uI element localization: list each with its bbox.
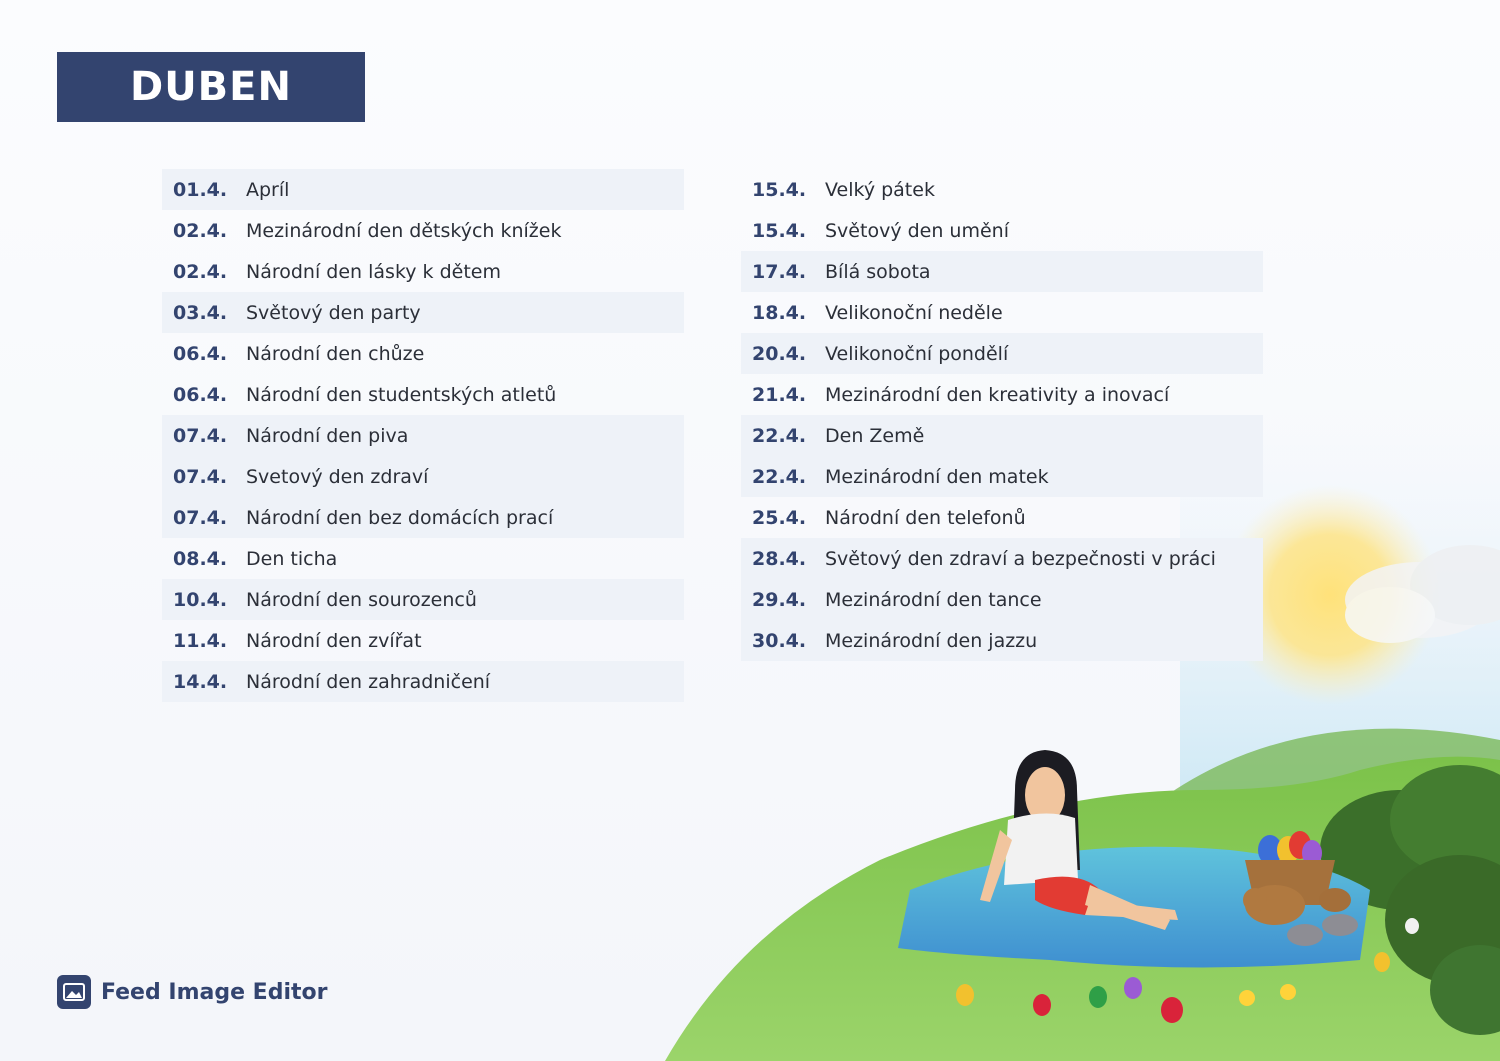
egg-basket bbox=[1245, 831, 1335, 905]
item-date: 22.4. bbox=[752, 424, 807, 447]
item-date: 30.4. bbox=[752, 629, 807, 652]
list-item: 03.4. Světový den party bbox=[162, 292, 684, 333]
blanket bbox=[898, 846, 1370, 968]
item-name: Národní den studentských atletů bbox=[246, 383, 557, 406]
list-item: 29.4. Mezinárodní den tance bbox=[741, 579, 1263, 620]
list-item: 28.4. Světový den zdraví a bezpečnosti v … bbox=[741, 538, 1263, 579]
grass-eggs bbox=[956, 918, 1419, 1023]
list-item: 06.4. Národní den chůze bbox=[162, 333, 684, 374]
list-item: 22.4. Mezinárodní den matek bbox=[741, 456, 1263, 497]
item-name: Mezinárodní den matek bbox=[825, 465, 1049, 488]
item-name: Svetový den zdraví bbox=[246, 465, 429, 488]
item-name: Národní den telefonů bbox=[825, 506, 1026, 529]
item-name: Světový den zdraví a bezpečnosti v práci bbox=[825, 547, 1216, 570]
item-name: Národní den sourozenců bbox=[246, 588, 477, 611]
cloud bbox=[1345, 545, 1500, 643]
list-item: 07.4. Národní den bez domácích prací bbox=[162, 497, 684, 538]
item-date: 17.4. bbox=[752, 260, 807, 283]
item-date: 22.4. bbox=[752, 465, 807, 488]
brand-name: Feed Image Editor bbox=[101, 979, 328, 1005]
item-name: Mezinárodní den dětských knížek bbox=[246, 219, 562, 242]
list-item: 21.4. Mezinárodní den kreativity a inovac… bbox=[741, 374, 1263, 415]
list-item: 02.4. Národní den lásky k dětem bbox=[162, 251, 684, 292]
item-name: Velikonoční neděle bbox=[825, 301, 1003, 324]
item-name: Světový den party bbox=[246, 301, 421, 324]
list-item: 25.4. Národní den telefonů bbox=[741, 497, 1263, 538]
item-name: Národní den lásky k dětem bbox=[246, 260, 501, 283]
list-item: 02.4. Mezinárodní den dětských knížek bbox=[162, 210, 684, 251]
list-item: 15.4. Velký pátek bbox=[741, 169, 1263, 210]
item-date: 07.4. bbox=[173, 465, 228, 488]
item-date: 25.4. bbox=[752, 506, 807, 529]
item-date: 14.4. bbox=[173, 670, 228, 693]
item-name: Národní den zvířat bbox=[246, 629, 422, 652]
right-column-list: 15.4. Velký pátek 15.4. Světový den umění 17… bbox=[741, 169, 1263, 661]
item-date: 06.4. bbox=[173, 383, 228, 406]
list-item: 11.4. Národní den zvířat bbox=[162, 620, 684, 661]
item-date: 15.4. bbox=[752, 219, 807, 242]
brand-logo[interactable]: Feed Image Editor bbox=[57, 975, 327, 1009]
item-name: Den Země bbox=[825, 424, 925, 447]
bunnies bbox=[1243, 885, 1358, 946]
item-date: 02.4. bbox=[173, 219, 228, 242]
list-item: 15.4. Světový den umění bbox=[741, 210, 1263, 251]
list-item: 10.4. Národní den sourozenců bbox=[162, 579, 684, 620]
item-name: Den ticha bbox=[246, 547, 338, 570]
item-name: Mezinárodní den kreativity a inovací bbox=[825, 383, 1170, 406]
item-name: Světový den umění bbox=[825, 219, 1009, 242]
list-item: 07.4. Svetový den zdraví bbox=[162, 456, 684, 497]
item-date: 20.4. bbox=[752, 342, 807, 365]
item-date: 10.4. bbox=[173, 588, 228, 611]
item-date: 07.4. bbox=[173, 506, 228, 529]
item-name: Národní den chůze bbox=[246, 342, 425, 365]
item-name: Velký pátek bbox=[825, 178, 935, 201]
list-item: 30.4. Mezinárodní den jazzu bbox=[741, 620, 1263, 661]
page-title: DUBEN bbox=[57, 52, 365, 122]
list-item: 22.4. Den Země bbox=[741, 415, 1263, 456]
item-name: Apríl bbox=[246, 178, 290, 201]
item-date: 07.4. bbox=[173, 424, 228, 447]
list-item: 06.4. Národní den studentských atletů bbox=[162, 374, 684, 415]
image-icon bbox=[57, 975, 91, 1009]
bushes bbox=[1320, 765, 1500, 1035]
item-name: Národní den bez domácích prací bbox=[246, 506, 554, 529]
item-date: 15.4. bbox=[752, 178, 807, 201]
item-name: Národní den piva bbox=[246, 424, 409, 447]
list-item: 08.4. Den ticha bbox=[162, 538, 684, 579]
item-date: 01.4. bbox=[173, 178, 228, 201]
item-date: 18.4. bbox=[752, 301, 807, 324]
list-item: 07.4. Národní den piva bbox=[162, 415, 684, 456]
item-name: Mezinárodní den jazzu bbox=[825, 629, 1038, 652]
left-column-list: 01.4. Apríl 02.4. Mezinárodní den dětských … bbox=[162, 169, 684, 702]
item-name: Mezinárodní den tance bbox=[825, 588, 1042, 611]
item-date: 02.4. bbox=[173, 260, 228, 283]
list-item: 20.4. Velikonoční pondělí bbox=[741, 333, 1263, 374]
list-item: 01.4. Apríl bbox=[162, 169, 684, 210]
item-name: Národní den zahradničení bbox=[246, 670, 491, 693]
list-item: 17.4. Bílá sobota bbox=[741, 251, 1263, 292]
item-name: Bílá sobota bbox=[825, 260, 931, 283]
list-item: 14.4. Národní den zahradničení bbox=[162, 661, 684, 702]
item-date: 28.4. bbox=[752, 547, 807, 570]
item-date: 21.4. bbox=[752, 383, 807, 406]
item-name: Velikonoční pondělí bbox=[825, 342, 1009, 365]
item-date: 11.4. bbox=[173, 629, 228, 652]
girl-figure bbox=[980, 750, 1178, 930]
item-date: 29.4. bbox=[752, 588, 807, 611]
item-date: 03.4. bbox=[173, 301, 228, 324]
item-date: 06.4. bbox=[173, 342, 228, 365]
list-item: 18.4. Velikonoční neděle bbox=[741, 292, 1263, 333]
chicks bbox=[1239, 984, 1296, 1006]
item-date: 08.4. bbox=[173, 547, 228, 570]
